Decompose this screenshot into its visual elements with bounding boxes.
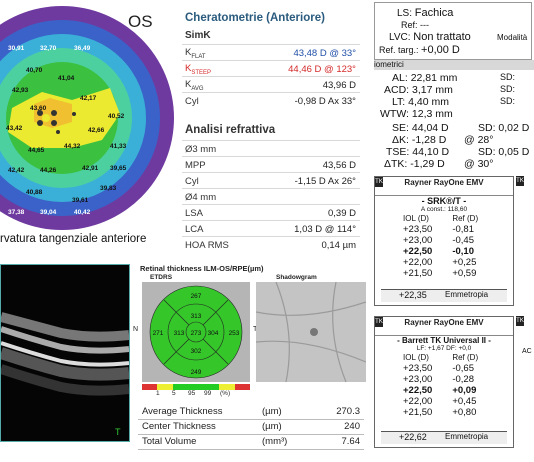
corneal-tangential-map: 30,91 32,70 36,49 40,70 41,04 42,93 43,6… <box>0 0 178 262</box>
lens-name: Rayner RayOne EMV <box>404 318 484 327</box>
oct-t-label: T <box>115 427 121 437</box>
map-value: 43,60 <box>30 105 47 112</box>
map-caption: rvatura tangenziale anteriore <box>0 233 147 245</box>
map-value: 36,49 <box>74 45 91 52</box>
map-value: 39,61 <box>72 197 89 204</box>
thickness-stats: Average Thickness (µm) 270.3 Center Thic… <box>138 406 368 454</box>
corneal-map-panel: 30,91 32,70 36,49 40,70 41,04 42,93 43,6… <box>0 0 178 262</box>
refr-row: LCA 1,03 D @ 114° <box>182 220 360 237</box>
kavg-value: 43,96 D <box>322 79 356 91</box>
map-value: 39,83 <box>100 185 117 192</box>
map-value: 44,65 <box>28 147 45 154</box>
refr-row: HOA RMS 0,14 µm <box>182 236 360 253</box>
map-value: 42,17 <box>80 95 97 102</box>
nasal-label: N <box>133 326 139 333</box>
etdrs-value: 249 <box>191 369 202 376</box>
emmetropia-row: +22,35 Emmetropia <box>381 289 507 302</box>
map-value: 30,91 <box>8 45 25 52</box>
map-value: 40,70 <box>26 67 43 74</box>
iol-table: IOL (D) Ref (D) +23,50 -0,81 +23,00 -0,45 +… <box>403 214 479 279</box>
map-value: 41,04 <box>58 75 75 82</box>
map-value: 44,26 <box>40 167 57 174</box>
eye-label: OS <box>128 12 153 31</box>
map-value: 32,70 <box>40 45 57 52</box>
lens-name: Rayner RayOne EMV <box>404 178 484 187</box>
map-value: 41,33 <box>110 143 127 150</box>
kavg-row: KAVG 43,96 D <box>182 76 360 93</box>
etdrs-value: 253 <box>229 330 240 337</box>
etdrs-value: 302 <box>191 348 202 355</box>
ls-value: Fachica <box>414 7 454 19</box>
refraction-title: Analisi refrattiva <box>185 124 276 136</box>
map-value: 42,93 <box>12 87 29 94</box>
refr-row: LSA 0,39 D <box>182 204 360 221</box>
iol-calc-srkt: TK Rayner RayOne EMV - SRK®/T - A const.… <box>374 176 514 306</box>
etdrs-value: 304 <box>208 330 219 337</box>
shadowgram-image <box>255 281 367 383</box>
iol-calc-barrett: TK Rayner RayOne EMV - Barrett TK Univer… <box>374 316 514 448</box>
map-value: 40,88 <box>26 189 43 196</box>
biometry-panel: LS: Fachica Ref: --- LVC: Non trattato M… <box>370 0 534 462</box>
oct-image: T <box>1 265 129 441</box>
kflat-row: KFLAT 43,48 D @ 33° <box>182 44 360 61</box>
temporal-label: T <box>253 326 257 333</box>
formula-name: - Barrett TK Universal II - <box>375 335 513 345</box>
refr-row: Ø4 mm <box>182 188 360 205</box>
section-header: iometrici <box>374 60 534 70</box>
etdrs-value: 313 <box>191 313 202 320</box>
iol-table: IOL (D) Ref (D) +23,50 -0,65 +23,00 -0,28 +… <box>403 353 479 418</box>
etdrs-value: 273 <box>191 330 202 337</box>
map-value: 40,42 <box>74 209 91 216</box>
cyl-value: -0,98 D Ax 33° <box>294 95 356 107</box>
stat-row: Average Thickness (µm) 270.3 <box>138 406 364 420</box>
etdrs-value: 267 <box>191 293 202 300</box>
map-value: 39,04 <box>40 209 57 216</box>
map-value: 42,42 <box>8 167 25 174</box>
keratometry-panel: Cheratometrie (Anteriore) SimK KFLAT 43,… <box>182 12 364 252</box>
refr-row: Ø3 mm <box>182 140 360 157</box>
kflat-value: 43,48 D @ 33° <box>293 47 356 59</box>
map-value: 39,65 <box>110 165 127 172</box>
shadowgram-label: Shadowgram <box>276 274 317 281</box>
ksteep-row: KSTEEP 44,46 D @ 123° <box>182 60 360 77</box>
stat-row: Total Volume (mm³) 7.64 <box>138 436 364 450</box>
map-value: 40,52 <box>108 113 125 120</box>
status-box: LS: Fachica Ref: --- LVC: Non trattato M… <box>374 2 532 60</box>
keratometry-title: Cheratometrie (Anteriore) <box>185 12 325 24</box>
etdrs-value: 271 <box>153 330 164 337</box>
refr-row: Cyl -1,15 D Ax 26° <box>182 172 360 189</box>
map-value: 42,91 <box>82 165 99 172</box>
map-value: 42,66 <box>88 127 105 134</box>
oct-bscan: T <box>0 264 130 442</box>
ksteep-value: 44,46 D @ 123° <box>288 63 356 75</box>
etdrs-value: 313 <box>174 330 185 337</box>
simk-label: SimK <box>185 30 211 41</box>
map-value: 44,32 <box>64 143 81 150</box>
etdrs-label: ETDRS <box>150 274 173 281</box>
map-value: 43,42 <box>6 125 23 132</box>
etdrs-grid: 267 313 271 313 273 304 253 302 249 <box>142 282 250 382</box>
retinal-thickness-title: Retinal thickness ILM-OS/RPE(µm) <box>140 264 264 273</box>
cyl-row: Cyl -0,98 D Ax 33° <box>182 92 360 109</box>
refr-row: MPP 43,56 D <box>182 156 360 173</box>
lvc-value: Non trattato <box>413 31 471 43</box>
normative-legend: 1 5 95 99 (%) <box>142 384 250 398</box>
map-value: 37,38 <box>8 209 25 216</box>
emmetropia-row: +22,62 Emmetropia <box>381 431 507 444</box>
stat-row: Center Thickness (µm) 240 <box>138 421 364 435</box>
formula-name: - SRK®/T - <box>375 195 513 206</box>
